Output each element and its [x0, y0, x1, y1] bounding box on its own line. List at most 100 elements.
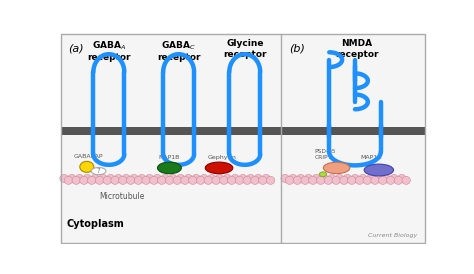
Ellipse shape: [243, 176, 251, 184]
Ellipse shape: [83, 175, 91, 182]
Ellipse shape: [88, 176, 96, 184]
Ellipse shape: [150, 176, 158, 184]
Text: NMDA
receptor: NMDA receptor: [335, 39, 379, 59]
Ellipse shape: [386, 176, 395, 184]
Ellipse shape: [347, 176, 356, 184]
Ellipse shape: [95, 176, 104, 184]
Ellipse shape: [130, 175, 138, 182]
Bar: [282, 34, 425, 243]
Ellipse shape: [356, 176, 364, 184]
Ellipse shape: [398, 175, 406, 182]
Ellipse shape: [165, 176, 173, 184]
Ellipse shape: [184, 175, 192, 182]
Ellipse shape: [382, 175, 391, 182]
Ellipse shape: [297, 175, 305, 182]
Ellipse shape: [223, 175, 231, 182]
Ellipse shape: [340, 176, 348, 184]
Ellipse shape: [281, 175, 290, 182]
Ellipse shape: [266, 176, 275, 184]
Ellipse shape: [254, 175, 263, 182]
Ellipse shape: [107, 175, 115, 182]
Ellipse shape: [118, 176, 127, 184]
Ellipse shape: [320, 175, 328, 182]
Text: GABARAP: GABARAP: [74, 155, 103, 159]
Ellipse shape: [192, 175, 201, 182]
Ellipse shape: [336, 175, 344, 182]
Ellipse shape: [293, 176, 301, 184]
Ellipse shape: [238, 175, 247, 182]
Ellipse shape: [332, 176, 340, 184]
Bar: [61, 34, 282, 243]
Ellipse shape: [304, 175, 313, 182]
Ellipse shape: [328, 175, 336, 182]
Ellipse shape: [80, 176, 88, 184]
Ellipse shape: [374, 175, 383, 182]
Text: (a): (a): [68, 44, 84, 53]
Ellipse shape: [231, 175, 239, 182]
Text: Glycine
receptor: Glycine receptor: [223, 39, 266, 59]
Ellipse shape: [258, 176, 267, 184]
Ellipse shape: [212, 176, 220, 184]
Ellipse shape: [189, 176, 197, 184]
Text: Current Biology: Current Biology: [368, 233, 418, 238]
Bar: [282, 127, 425, 135]
Ellipse shape: [114, 175, 123, 182]
Ellipse shape: [169, 175, 177, 182]
Ellipse shape: [285, 176, 294, 184]
Bar: [61, 127, 282, 135]
Ellipse shape: [343, 175, 352, 182]
Ellipse shape: [262, 175, 270, 182]
Ellipse shape: [91, 175, 100, 182]
Ellipse shape: [75, 175, 84, 182]
Ellipse shape: [196, 176, 205, 184]
Ellipse shape: [319, 172, 327, 176]
Ellipse shape: [137, 175, 146, 182]
Ellipse shape: [161, 175, 169, 182]
Ellipse shape: [363, 176, 372, 184]
Ellipse shape: [366, 175, 375, 182]
Ellipse shape: [204, 176, 212, 184]
Ellipse shape: [219, 176, 228, 184]
Text: GABA$_A$
receptor: GABA$_A$ receptor: [87, 39, 131, 62]
Ellipse shape: [72, 176, 81, 184]
Ellipse shape: [364, 164, 393, 176]
Ellipse shape: [371, 176, 379, 184]
Ellipse shape: [324, 176, 333, 184]
Ellipse shape: [402, 176, 410, 184]
Ellipse shape: [235, 176, 244, 184]
Ellipse shape: [176, 175, 185, 182]
Ellipse shape: [317, 176, 325, 184]
Text: Gephyrin: Gephyrin: [208, 155, 237, 160]
Text: Cytoplasm: Cytoplasm: [66, 219, 124, 229]
Ellipse shape: [181, 176, 189, 184]
Ellipse shape: [379, 176, 387, 184]
Text: Microtubule: Microtubule: [99, 192, 145, 201]
Ellipse shape: [251, 176, 259, 184]
Ellipse shape: [228, 176, 236, 184]
Text: MAP1A: MAP1A: [360, 155, 382, 160]
Ellipse shape: [394, 176, 402, 184]
Ellipse shape: [99, 175, 107, 182]
Ellipse shape: [157, 162, 182, 174]
Ellipse shape: [215, 175, 224, 182]
Ellipse shape: [200, 175, 208, 182]
Text: (b): (b): [289, 44, 305, 53]
Ellipse shape: [146, 175, 154, 182]
Ellipse shape: [153, 175, 162, 182]
Text: ?: ?: [97, 168, 100, 174]
Ellipse shape: [205, 162, 233, 174]
Ellipse shape: [68, 175, 76, 182]
Ellipse shape: [323, 162, 350, 174]
Ellipse shape: [359, 175, 367, 182]
Ellipse shape: [80, 161, 94, 172]
Ellipse shape: [111, 176, 119, 184]
Ellipse shape: [173, 176, 182, 184]
Ellipse shape: [289, 175, 297, 182]
Text: GABA$_C$
receptor: GABA$_C$ receptor: [157, 39, 201, 62]
Text: PSD-95
CRIPT: PSD-95 CRIPT: [315, 149, 336, 160]
Ellipse shape: [122, 175, 130, 182]
Ellipse shape: [127, 176, 135, 184]
Text: MAP1B: MAP1B: [158, 155, 180, 160]
Ellipse shape: [351, 175, 359, 182]
Ellipse shape: [312, 175, 320, 182]
